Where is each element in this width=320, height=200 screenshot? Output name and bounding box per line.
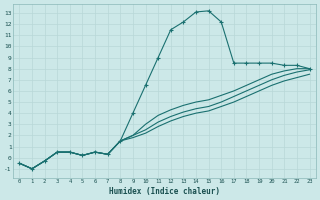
X-axis label: Humidex (Indice chaleur): Humidex (Indice chaleur) <box>109 187 220 196</box>
